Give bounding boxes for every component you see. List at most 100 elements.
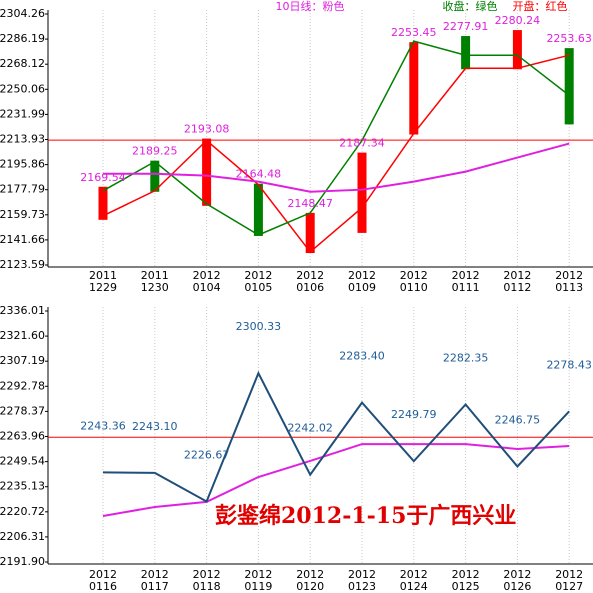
x-tick-label: 2012 [296,568,324,581]
x-tick-label: 0118 [193,580,221,593]
candle [564,48,574,125]
candle [202,138,212,206]
x-tick-label: 2012 [141,568,169,581]
y-tick-label: 2286.19 [0,32,45,45]
x-tick-label: 0117 [141,580,169,593]
value-label: 2300.33 [236,320,282,333]
series-line [103,142,570,193]
y-tick-label: 2191.90 [0,555,45,568]
legend-entry: 10日线：粉色 [276,0,345,13]
candle [253,183,263,236]
x-tick-label: 0111 [452,281,480,294]
x-tick-label: 0119 [244,580,272,593]
value-label: 2187.34 [339,137,385,150]
legend-entry: 收盘：绿色 [443,0,498,13]
value-label: 2253.45 [391,26,437,39]
x-tick-label: 2012 [348,568,376,581]
value-label: 2277.91 [443,20,489,33]
candle [150,160,160,192]
x-tick-label: 2012 [452,568,480,581]
y-tick-label: 2268.12 [0,57,45,70]
y-tick-label: 2235.13 [0,480,45,493]
value-label: 2242.02 [287,422,333,435]
y-tick-label: 2220.72 [0,505,45,518]
y-tick-label: 2263.96 [0,429,45,442]
legend-entry: 开盘：红色 [513,0,568,13]
value-label: 2193.08 [184,123,230,136]
x-tick-label: 0109 [348,281,376,294]
y-tick-label: 2141.66 [0,233,45,246]
x-tick-label: 2012 [452,269,480,282]
value-label: 2243.36 [80,419,126,432]
x-tick-label: 2012 [193,568,221,581]
series-line [102,54,570,254]
value-label: 2148.47 [287,197,333,210]
candle [98,186,108,220]
x-tick-label: 0123 [348,580,376,593]
x-tick-label: 0112 [503,281,531,294]
x-tick-label: 0116 [89,580,117,593]
value-label: 2282.35 [443,351,489,364]
y-tick-label: 2307.19 [0,354,45,367]
x-tick-label: 0120 [296,580,324,593]
value-label: 2246.75 [495,413,541,426]
x-tick-label: 1230 [141,281,169,294]
x-tick-label: 2012 [244,269,272,282]
series-line [102,40,570,236]
y-tick-label: 2250.06 [0,82,45,95]
x-tick-label: 2012 [555,269,583,282]
y-tick-label: 2249.54 [0,455,45,468]
x-tick-label: 0127 [555,580,583,593]
candle [512,30,522,70]
x-tick-label: 2012 [503,568,531,581]
x-tick-label: 0126 [503,580,531,593]
y-tick-label: 2177.79 [0,183,45,196]
x-tick-label: 0104 [193,281,221,294]
x-tick-label: 2012 [193,269,221,282]
x-tick-label: 0124 [400,580,428,593]
x-tick-label: 0105 [244,281,272,294]
y-tick-label: 2231.99 [0,107,45,120]
x-tick-label: 1229 [89,281,117,294]
x-tick-label: 2012 [400,269,428,282]
value-label: 2169.54 [80,171,126,184]
x-tick-label: 0110 [400,281,428,294]
value-label: 2278.43 [546,358,592,371]
annotation: 彭鉴绵2012-1-15于广西兴业 [215,503,516,529]
y-tick-label: 2123.59 [0,258,45,271]
x-tick-label: 2012 [400,568,428,581]
y-tick-label: 2292.78 [0,379,45,392]
y-tick-label: 2336.01 [0,304,45,317]
value-label: 2189.25 [132,145,178,158]
candle [409,42,419,135]
x-tick-label: 2012 [348,269,376,282]
value-label: 2249.79 [391,408,437,421]
y-tick-label: 2304.26 [0,7,45,20]
y-tick-label: 2206.31 [0,530,45,543]
candle [461,36,471,70]
y-tick-label: 2213.93 [0,132,45,145]
value-label: 2164.48 [236,168,282,181]
y-tick-label: 2159.73 [0,208,45,221]
y-tick-label: 2195.86 [0,158,45,171]
x-tick-label: 2012 [555,568,583,581]
candle [305,212,315,254]
value-label: 2253.63 [546,32,592,45]
x-tick-label: 0106 [296,281,324,294]
x-tick-label: 0125 [452,580,480,593]
candle [357,152,367,233]
y-tick-label: 2278.37 [0,404,45,417]
value-label: 2226.67 [184,448,230,461]
x-tick-label: 0113 [555,281,583,294]
value-label: 2243.10 [132,420,178,433]
series-line [102,370,570,503]
value-label: 2283.40 [339,350,385,363]
x-tick-label: 2012 [244,568,272,581]
y-tick-label: 2321.60 [0,329,45,342]
x-tick-label: 2012 [503,269,531,282]
x-tick-label: 2012 [89,568,117,581]
x-tick-label: 2011 [89,269,117,282]
series-line [102,443,570,518]
x-tick-label: 2012 [296,269,324,282]
